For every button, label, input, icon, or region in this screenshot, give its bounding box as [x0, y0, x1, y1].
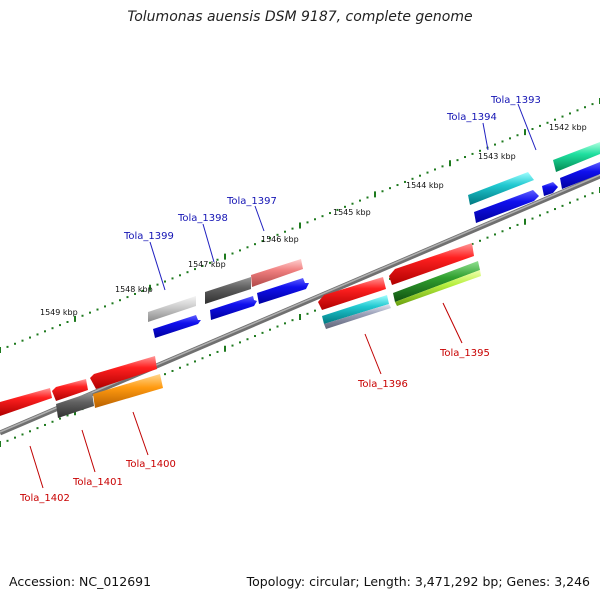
scale-label: 1545 kbp	[333, 208, 371, 217]
forward-genes	[148, 142, 600, 338]
scale-label: 1548 kbp	[115, 285, 153, 294]
gene-label[interactable]: Tola_1393	[490, 95, 541, 106]
gene-label[interactable]: Tola_1397	[226, 196, 277, 207]
gene-labels-reverse: Tola_1402 Tola_1401 Tola_1400 Tola_1396 …	[19, 348, 490, 504]
gene-arrow[interactable]	[322, 295, 389, 324]
gene-arrow[interactable]	[257, 278, 309, 304]
gene-arrow[interactable]	[210, 296, 257, 320]
gene-label[interactable]: Tola_1400	[125, 459, 176, 470]
gene-label[interactable]: Tola_1398	[177, 213, 228, 224]
gene-arrow[interactable]	[389, 243, 474, 285]
gene-label[interactable]: Tola_1401	[72, 477, 123, 488]
forward-scale-ticks	[0, 98, 600, 353]
reverse-genes	[0, 243, 481, 418]
scale-label: 1546 kbp	[261, 235, 299, 244]
genome-backbone	[0, 173, 600, 436]
genome-info-text: Topology: circular; Length: 3,471,292 bp…	[246, 574, 590, 589]
gene-arrow[interactable]	[153, 315, 201, 338]
gene-arrow[interactable]	[393, 261, 480, 302]
scale-label: 1542 kbp	[549, 123, 587, 132]
gene-arrow[interactable]	[468, 172, 534, 205]
scale-label: 1544 kbp	[406, 181, 444, 190]
gene-arrow[interactable]	[395, 270, 481, 306]
accession-text: Accession: NC_012691	[9, 574, 152, 589]
map-title: Tolumonas auensis DSM 9187, complete gen…	[127, 9, 473, 25]
gene-arrow[interactable]	[318, 277, 386, 310]
gene-label[interactable]: Tola_1396	[357, 379, 408, 390]
gene-arrow[interactable]	[52, 379, 88, 401]
gene-arrow[interactable]	[0, 388, 52, 416]
gene-arrow[interactable]	[542, 182, 558, 196]
scale-label: 1549 kbp	[40, 308, 78, 317]
gene-arrow[interactable]	[148, 296, 196, 322]
gene-arrow[interactable]	[93, 374, 163, 408]
gene-arrow[interactable]	[90, 356, 157, 389]
gene-arrow[interactable]	[553, 142, 600, 172]
gene-label[interactable]: Tola_1395	[439, 348, 490, 359]
scale-labels: 1549 kbp 1548 kbp 1547 kbp 1546 kbp 1545…	[40, 123, 587, 317]
leader-lines	[29, 103, 537, 489]
gene-arrow[interactable]	[205, 277, 251, 304]
gene-arrow[interactable]	[56, 392, 94, 418]
gene-arrow[interactable]	[324, 304, 391, 329]
gene-label[interactable]: Tola_1399	[123, 231, 174, 242]
gene-labels-forward: Tola_1399 Tola_1398 Tola_1397 Tola_1394 …	[123, 95, 541, 242]
gene-arrow[interactable]	[560, 162, 600, 189]
gene-arrow[interactable]	[251, 259, 303, 287]
scale-label: 1547 kbp	[188, 260, 226, 269]
gene-arrow[interactable]	[474, 190, 539, 223]
gene-label[interactable]: Tola_1394	[446, 112, 497, 123]
scale-label: 1543 kbp	[478, 152, 516, 161]
gene-label[interactable]: Tola_1402	[19, 493, 70, 504]
